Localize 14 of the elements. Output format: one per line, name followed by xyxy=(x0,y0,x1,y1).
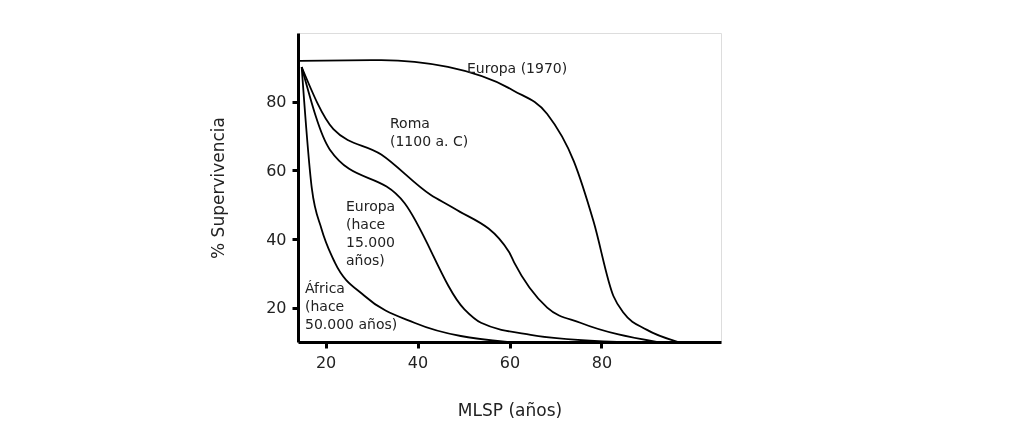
series-label: Europa (hace 15.000 años) xyxy=(346,198,396,268)
y-axis-title: % Supervivencia xyxy=(208,117,229,259)
y-tick-label: 80 xyxy=(266,92,287,112)
x-tick-label: 40 xyxy=(407,352,429,372)
y-tick-label: 60 xyxy=(266,160,287,180)
y-tick-label: 40 xyxy=(266,229,287,249)
x-tick-label: 60 xyxy=(499,352,521,372)
series-label: Roma (1100 a. C) xyxy=(390,115,469,149)
x-tick-label: 20 xyxy=(315,352,337,372)
x-axis-title: MLSP (años) xyxy=(457,399,563,420)
x-tick-label: 80 xyxy=(591,352,613,372)
series-label: África (hace 50.000 años) xyxy=(305,280,398,332)
y-tick-label: 20 xyxy=(266,298,287,318)
series-label: Europa (1970) xyxy=(467,60,568,76)
